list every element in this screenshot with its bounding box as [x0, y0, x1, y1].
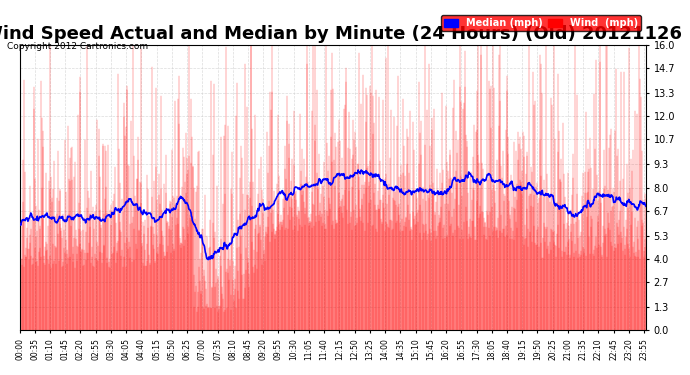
Legend: Median (mph), Wind  (mph): Median (mph), Wind (mph): [441, 15, 641, 31]
Text: Copyright 2012 Cartronics.com: Copyright 2012 Cartronics.com: [7, 42, 148, 51]
Title: Wind Speed Actual and Median by Minute (24 Hours) (Old) 20121126: Wind Speed Actual and Median by Minute (…: [0, 25, 682, 43]
